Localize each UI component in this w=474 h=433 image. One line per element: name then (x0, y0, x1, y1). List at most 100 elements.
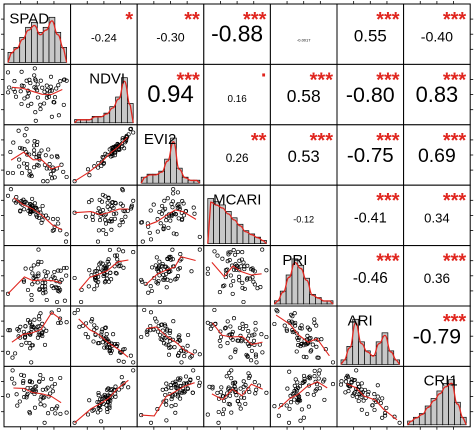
scatter-point-MCARI-NDVI (109, 204, 114, 209)
scatter-point-ARI-PRI (308, 335, 313, 341)
panel-frame-r3-c1 (70, 184, 138, 247)
scatter-point-PRI-NDVI (107, 247, 112, 252)
scatter-point-PRI-NDVI (114, 253, 120, 258)
scatter-point-EVI2-SPAD (54, 153, 60, 158)
scatter-point-CRI1-EVI2 (190, 390, 195, 395)
scatter-point-ARI-MCARI (239, 339, 244, 344)
scatter-point-CRI1-PRI (302, 379, 307, 384)
scatter-point-PRI-SPAD (41, 291, 46, 296)
scatter-point-CRI1-EVI2 (164, 381, 169, 386)
scatter-point-CRI1-PRI (312, 368, 317, 373)
scatter-point-ARI-NDVI (115, 341, 120, 347)
scatter-point-CRI1-SPAD (49, 407, 55, 412)
scatter-point-MCARI-SPAD (21, 197, 26, 202)
scatter-point-ARI-PRI (290, 330, 295, 335)
scatter-point-PRI-SPAD (37, 286, 42, 291)
scatter-point-ARI-EVI2 (167, 345, 172, 351)
significance-stars-SPAD-ARI: *** (376, 9, 400, 31)
scatter-point-CRI1-ARI (360, 390, 365, 395)
scatter-point-ARI-EVI2 (164, 342, 169, 347)
scatter-point-PRI-NDVI (113, 270, 118, 275)
scatter-point-CRI1-NDVI (105, 407, 110, 412)
scatter-point-CRI1-PRI (297, 384, 303, 389)
scatter-point-NDVI-SPAD (25, 94, 30, 99)
scatter-point-ARI-SPAD (24, 340, 29, 345)
scatter-point-PRI-EVI2 (156, 278, 161, 284)
scatter-point-CRI1-ARI (354, 386, 359, 391)
scatter-point-CRI1-NDVI (119, 375, 124, 380)
scatter-point-CRI1-ARI (382, 411, 388, 416)
scatter-point-ARI-MCARI (218, 344, 223, 349)
scatter-point-CRI1-SPAD (64, 410, 69, 415)
significance-stars-EVI2-PRI: *** (310, 130, 334, 152)
panel-frame-r0-c4 (269, 3, 338, 65)
scatter-point-ARI-MCARI (249, 348, 254, 353)
scatter-point-ARI-PRI (293, 320, 298, 325)
scatter-point-ARI-MCARI (252, 342, 257, 347)
scatter-point-CRI1-EVI2 (185, 386, 190, 391)
scatter-point-CRI1-MCARI (221, 407, 226, 412)
scatter-point-PRI-EVI2 (175, 274, 181, 279)
scatter-point-MCARI-SPAD (22, 207, 27, 212)
scatter-point-ARI-MCARI (205, 320, 210, 325)
scatter-point-MCARI-EVI2 (171, 211, 176, 216)
scatter-point-CRI1-ARI (366, 389, 371, 394)
smooth-line-ARI-PRI (275, 314, 330, 357)
scatter-point-CRI1-MCARI (205, 412, 210, 417)
scatter-point-CRI1-NDVI (107, 401, 112, 406)
scatter-point-CRI1-NDVI (105, 409, 110, 415)
scatter-point-CRI1-ARI (384, 405, 389, 410)
scatter-point-ARI-SPAD (16, 328, 21, 333)
scatter-point-CRI1-MCARI (238, 386, 243, 391)
smooth-line-CRI1-EVI2 (141, 382, 195, 417)
scatter-point-CRI1-EVI2 (182, 381, 187, 386)
correlation-value-SPAD-CRI1: -0.40 (421, 29, 453, 45)
scatter-point-PRI-EVI2 (170, 257, 175, 262)
scatter-point-ARI-PRI (315, 355, 320, 360)
scatter-point-CRI1-SPAD (58, 375, 63, 381)
scatter-point-CRI1-ARI (345, 373, 350, 378)
scatter-point-PRI-NDVI (104, 276, 110, 281)
scatter-point-CRI1-EVI2 (173, 379, 178, 384)
scatter-point-PRI-MCARI (264, 268, 269, 273)
scatter-point-PRI-EVI2 (155, 281, 160, 286)
scatter-point-MCARI-NDVI (109, 227, 114, 232)
scatter-point-CRI1-NDVI (91, 407, 96, 412)
scatter-point-CRI1-SPAD (32, 405, 38, 410)
scatter-point-PRI-MCARI (252, 282, 257, 287)
scatter-point-EVI2-NDVI (95, 165, 101, 170)
scatter-point-PRI-EVI2 (197, 247, 202, 252)
scatter-point-MCARI-EVI2 (155, 229, 160, 234)
scatter-point-CRI1-SPAD (44, 387, 49, 392)
scatter-point-ARI-SPAD (29, 343, 34, 348)
scatter-point-CRI1-MCARI (221, 394, 226, 399)
scatter-point-CRI1-ARI (365, 392, 370, 397)
scatter-point-CRI1-MCARI (224, 374, 229, 379)
scatter-point-CRI1-MCARI (253, 391, 258, 396)
scatter-point-MCARI-NDVI (103, 212, 108, 217)
scatter-point-ARI-NDVI (83, 331, 88, 337)
scatter-point-PRI-SPAD (30, 271, 35, 276)
density-curve-MCARI (207, 201, 267, 245)
scatter-point-NDVI-SPAD (6, 90, 11, 95)
scatter-point-CRI1-EVI2 (178, 396, 183, 401)
scatter-point-MCARI-EVI2 (176, 216, 181, 221)
scatter-point-CRI1-SPAD (21, 380, 26, 386)
scatter-point-ARI-NDVI (103, 326, 108, 331)
scatter-point-MCARI-EVI2 (165, 196, 170, 201)
scatter-point-CRI1-PRI (306, 404, 311, 409)
scatter-point-ARI-EVI2 (167, 336, 172, 341)
significance-stars-SPAD-EVI2: ** (184, 9, 200, 31)
scatter-point-NDVI-SPAD (5, 70, 11, 75)
scatter-point-PRI-SPAD (35, 262, 40, 267)
scatter-point-ARI-SPAD (56, 307, 61, 313)
scatter-point-PRI-MCARI (225, 259, 230, 264)
scatter-point-MCARI-EVI2 (181, 213, 186, 218)
scatter-point-MCARI-EVI2 (148, 237, 154, 242)
scatter-point-CRI1-SPAD (42, 403, 47, 408)
scatter-point-EVI2-NDVI (110, 153, 115, 158)
panel-frame-r4-c5 (336, 245, 405, 307)
scatter-point-PRI-SPAD (23, 266, 28, 271)
scatter-point-ARI-MCARI (222, 326, 228, 331)
